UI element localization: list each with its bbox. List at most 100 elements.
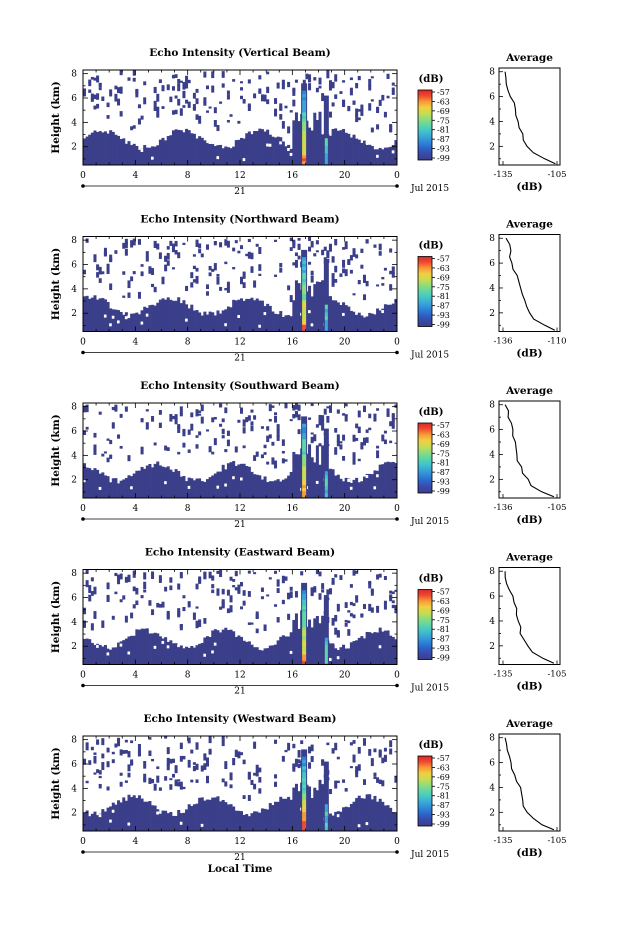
avg-x-tick-label: -105 [547,670,566,680]
colorbar-tick-label: -81 [437,126,450,135]
echo-cell [85,638,89,665]
echo-cell [96,739,100,745]
echo-cell [90,746,94,751]
echo-cell [171,244,175,253]
storm-echo [302,793,307,797]
echo-cell [208,750,212,755]
echo-cell [169,96,173,103]
echo-cell [96,272,100,278]
echo-cell [308,619,312,665]
echo-cell [114,591,118,595]
echo-cell [315,87,319,93]
echo-cell [289,237,293,242]
echo-cell [274,274,278,277]
echo-cell [156,243,160,250]
echo-cell [179,476,183,498]
storm-echo [302,426,307,431]
echo-cell [297,414,301,421]
echo-cell [90,623,94,631]
storm-echo [302,487,307,492]
echo-cell [297,404,301,411]
echo-cell [294,259,298,268]
echo-cell [137,104,141,109]
echo-cell [357,637,361,665]
avg-y-tick-label: 2 [489,309,495,319]
echo-cell [114,572,118,577]
echo-cell [362,140,366,165]
echo-cell [302,79,306,87]
echo-cell [166,297,170,332]
storm-echo [302,296,307,301]
echo-cell [135,629,139,665]
echo-cell [370,607,374,613]
echo-cell [213,438,217,446]
echo-cell [216,310,220,332]
echo-cell [391,303,395,332]
echo-cell [294,252,298,257]
echo-cell [289,591,293,598]
avg-y-tick-label: 2 [489,642,495,652]
echo-cell [245,814,249,831]
echo-cell [195,779,199,783]
echo-cell [224,802,228,831]
storm-echo [302,281,307,286]
echo-cell [229,307,233,332]
echo-cell [294,758,298,765]
echo-cell [117,642,121,665]
echo-cell [334,785,338,789]
echo-cell [151,633,155,665]
echo-cell [250,644,254,665]
echo-cell [318,77,322,85]
echo-cell [93,444,97,451]
echo-cell [161,810,165,831]
echo-cell [360,142,364,165]
echo-cell [177,83,181,92]
echo-cell [177,451,181,455]
echo-cell [381,308,385,332]
echo-cell [88,760,92,765]
echo-cell [187,105,191,108]
echo-cell [355,766,359,772]
echo-cell [132,238,136,246]
echo-cell [373,776,377,780]
echo-cell [342,779,346,783]
storm-echo [302,641,307,646]
echo-cell [271,805,275,831]
echo-cell [289,799,293,831]
echo-cell [368,103,372,111]
echo-cell [205,314,209,332]
echo-cell [127,636,131,665]
storm-echo [302,623,307,628]
y-tick-label: 4 [71,285,77,295]
echo-cell [234,300,238,332]
x-tick-label: 12 [234,671,245,681]
echo-cell [219,101,223,104]
echo-cell [182,429,186,437]
echo-cell [195,239,199,248]
x-tick-label: 20 [339,837,351,847]
echo-cell [182,648,186,665]
storm-echo [302,799,307,803]
echo-cell [294,764,298,767]
echo-cell [211,417,215,423]
echo-cell [208,106,212,109]
storm-echo [302,130,307,134]
echo-cell [258,776,262,783]
echo-cell [357,139,361,165]
echo-cell [240,276,244,285]
echo-cell [240,407,244,414]
echo-cell [376,308,380,332]
echo-cell [247,238,251,243]
colorbar-tick-label: -87 [437,135,450,144]
storm-echo [302,493,307,498]
echo-cell [274,416,278,423]
echo-cell [153,240,157,248]
echo-cell [132,70,136,76]
echo-cell [253,772,257,776]
echo-cell [378,247,382,251]
echo-cell [255,243,259,247]
echo-cell [232,631,236,665]
echo-cell [279,114,283,120]
echo-cell [237,588,241,594]
echo-cell [158,787,162,791]
